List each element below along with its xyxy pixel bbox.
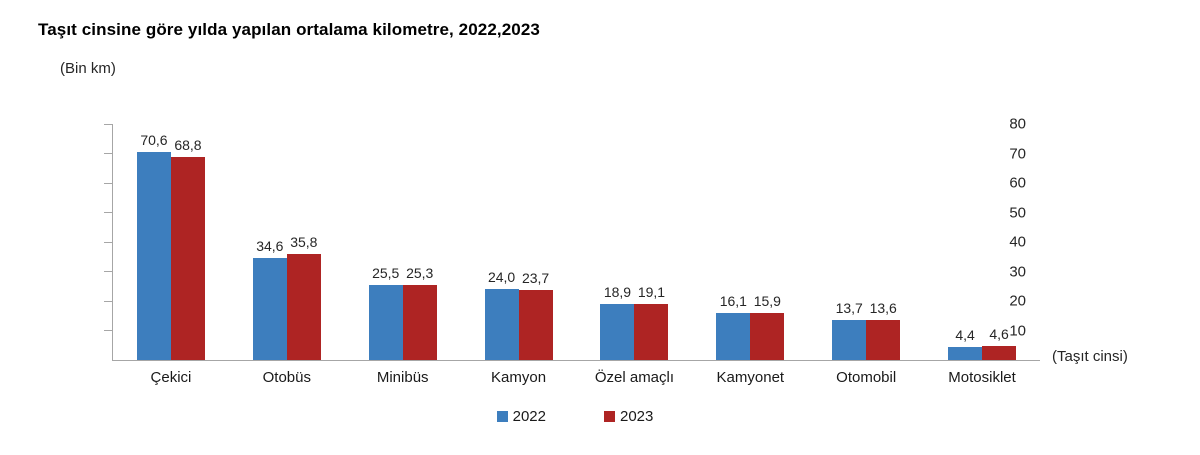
legend-item-2022: 2022 [496, 408, 546, 425]
y-axis-unit-label: (Bin km) [60, 60, 116, 77]
bar-2023: 25,3 [402, 265, 437, 360]
value-label: 13,7 [835, 299, 863, 316]
legend-label: 2022 [512, 408, 546, 425]
bar-group: 70,6 68,8 Çekici [113, 124, 229, 386]
bar-groups: 70,6 68,8 Çekici 34,6 35,8 Otobüs 25,5 25,3 Mini… [113, 124, 1040, 386]
bar-group: 34,6 35,8 Otobüs [229, 124, 345, 386]
bar-2023: 35,8 [286, 234, 321, 360]
x-axis-title: (Taşıt cinsi) [1052, 348, 1128, 365]
bar-2022: 24,0 [484, 269, 519, 360]
chart-title: Taşıt cinsine göre yılda yapılan ortalam… [38, 20, 540, 39]
y-tick-label: 60 [1009, 174, 1026, 192]
value-label: 4,4 [955, 327, 975, 344]
bar-2022: 18,9 [600, 284, 635, 360]
y-tick [104, 330, 112, 331]
y-tick [104, 153, 112, 154]
bar-group: 4,4 4,6 Motosiklet [924, 124, 1040, 386]
legend-item-2023: 2023 [604, 408, 653, 425]
bar-2023: 68,8 [170, 137, 205, 360]
bar-2022: 25,5 [368, 265, 403, 360]
bar-2022: 16,1 [716, 293, 751, 360]
bar-group: 13,7 13,6 Otomobil [808, 124, 924, 386]
bar-2023: 23,7 [518, 270, 553, 360]
value-label: 70,6 [140, 131, 168, 148]
y-tick-label: 80 [1009, 115, 1026, 133]
y-tick-label: 20 [1009, 292, 1026, 310]
y-tick-label: 50 [1009, 204, 1026, 221]
bar-group: 25,5 25,3 Minibüs [345, 124, 461, 386]
y-tick-label: 70 [1009, 145, 1026, 162]
bar-2023: 19,1 [634, 284, 669, 360]
category-label: Çekici [150, 369, 192, 386]
category-label: Özel amaçlı [594, 369, 675, 386]
value-label: 4,6 [989, 326, 1009, 343]
value-label: 15,9 [753, 293, 781, 310]
y-tick [104, 212, 112, 213]
legend: 2022 2023 [0, 408, 1150, 425]
value-label: 35,8 [290, 234, 318, 251]
bar-2022: 70,6 [136, 132, 171, 360]
category-label: Motosiklet [948, 369, 1016, 386]
value-label: 23,7 [521, 270, 550, 287]
bar-2022: 13,7 [832, 300, 867, 360]
x-axis-line [112, 360, 1040, 361]
bar-2022: 34,6 [252, 238, 287, 360]
y-tick-label: 30 [1009, 263, 1026, 280]
bar-2023: 15,9 [750, 293, 785, 360]
y-tick [104, 241, 112, 243]
value-label: 18,9 [603, 284, 632, 301]
value-label: 25,5 [372, 264, 400, 281]
legend-swatch-icon [496, 411, 508, 422]
category-label: Minibüs [376, 369, 429, 386]
bar-2022: 4,4 [948, 327, 983, 360]
category-label: Otomobil [836, 369, 897, 386]
category-label: Otobüs [262, 369, 311, 386]
y-tick-label: 10 [1009, 322, 1026, 339]
bar-group: 18,9 19,1 Özel amaçlı [577, 124, 693, 386]
value-label: 16,1 [719, 292, 747, 309]
value-label: 24,0 [487, 269, 516, 286]
category-label: Kamyon [491, 369, 547, 386]
y-tick [104, 123, 112, 125]
value-label: 19,1 [637, 283, 666, 300]
category-label: Kamyonet [716, 369, 785, 386]
legend-label: 2023 [620, 408, 654, 425]
y-tick [104, 271, 112, 272]
value-label: 34,6 [256, 237, 284, 254]
y-axis-line [112, 124, 113, 360]
bar-group: 24,0 23,7 Kamyon [461, 124, 577, 386]
bar-group: 16,1 15,9 Kamyonet [692, 124, 808, 386]
y-tick [104, 182, 112, 184]
y-tick [104, 300, 112, 302]
legend-swatch-icon [604, 411, 615, 422]
plot-area: 70,6 68,8 Çekici 34,6 35,8 Otobüs 25,5 25,3 Mini… [104, 116, 1040, 386]
y-tick-label: 40 [1009, 233, 1026, 251]
bar-2023: 4,6 [982, 326, 1017, 360]
value-label: 25,3 [406, 265, 434, 282]
value-label: 68,8 [174, 137, 202, 154]
value-label: 13,6 [869, 299, 897, 316]
bar-2023: 13,6 [866, 300, 901, 360]
